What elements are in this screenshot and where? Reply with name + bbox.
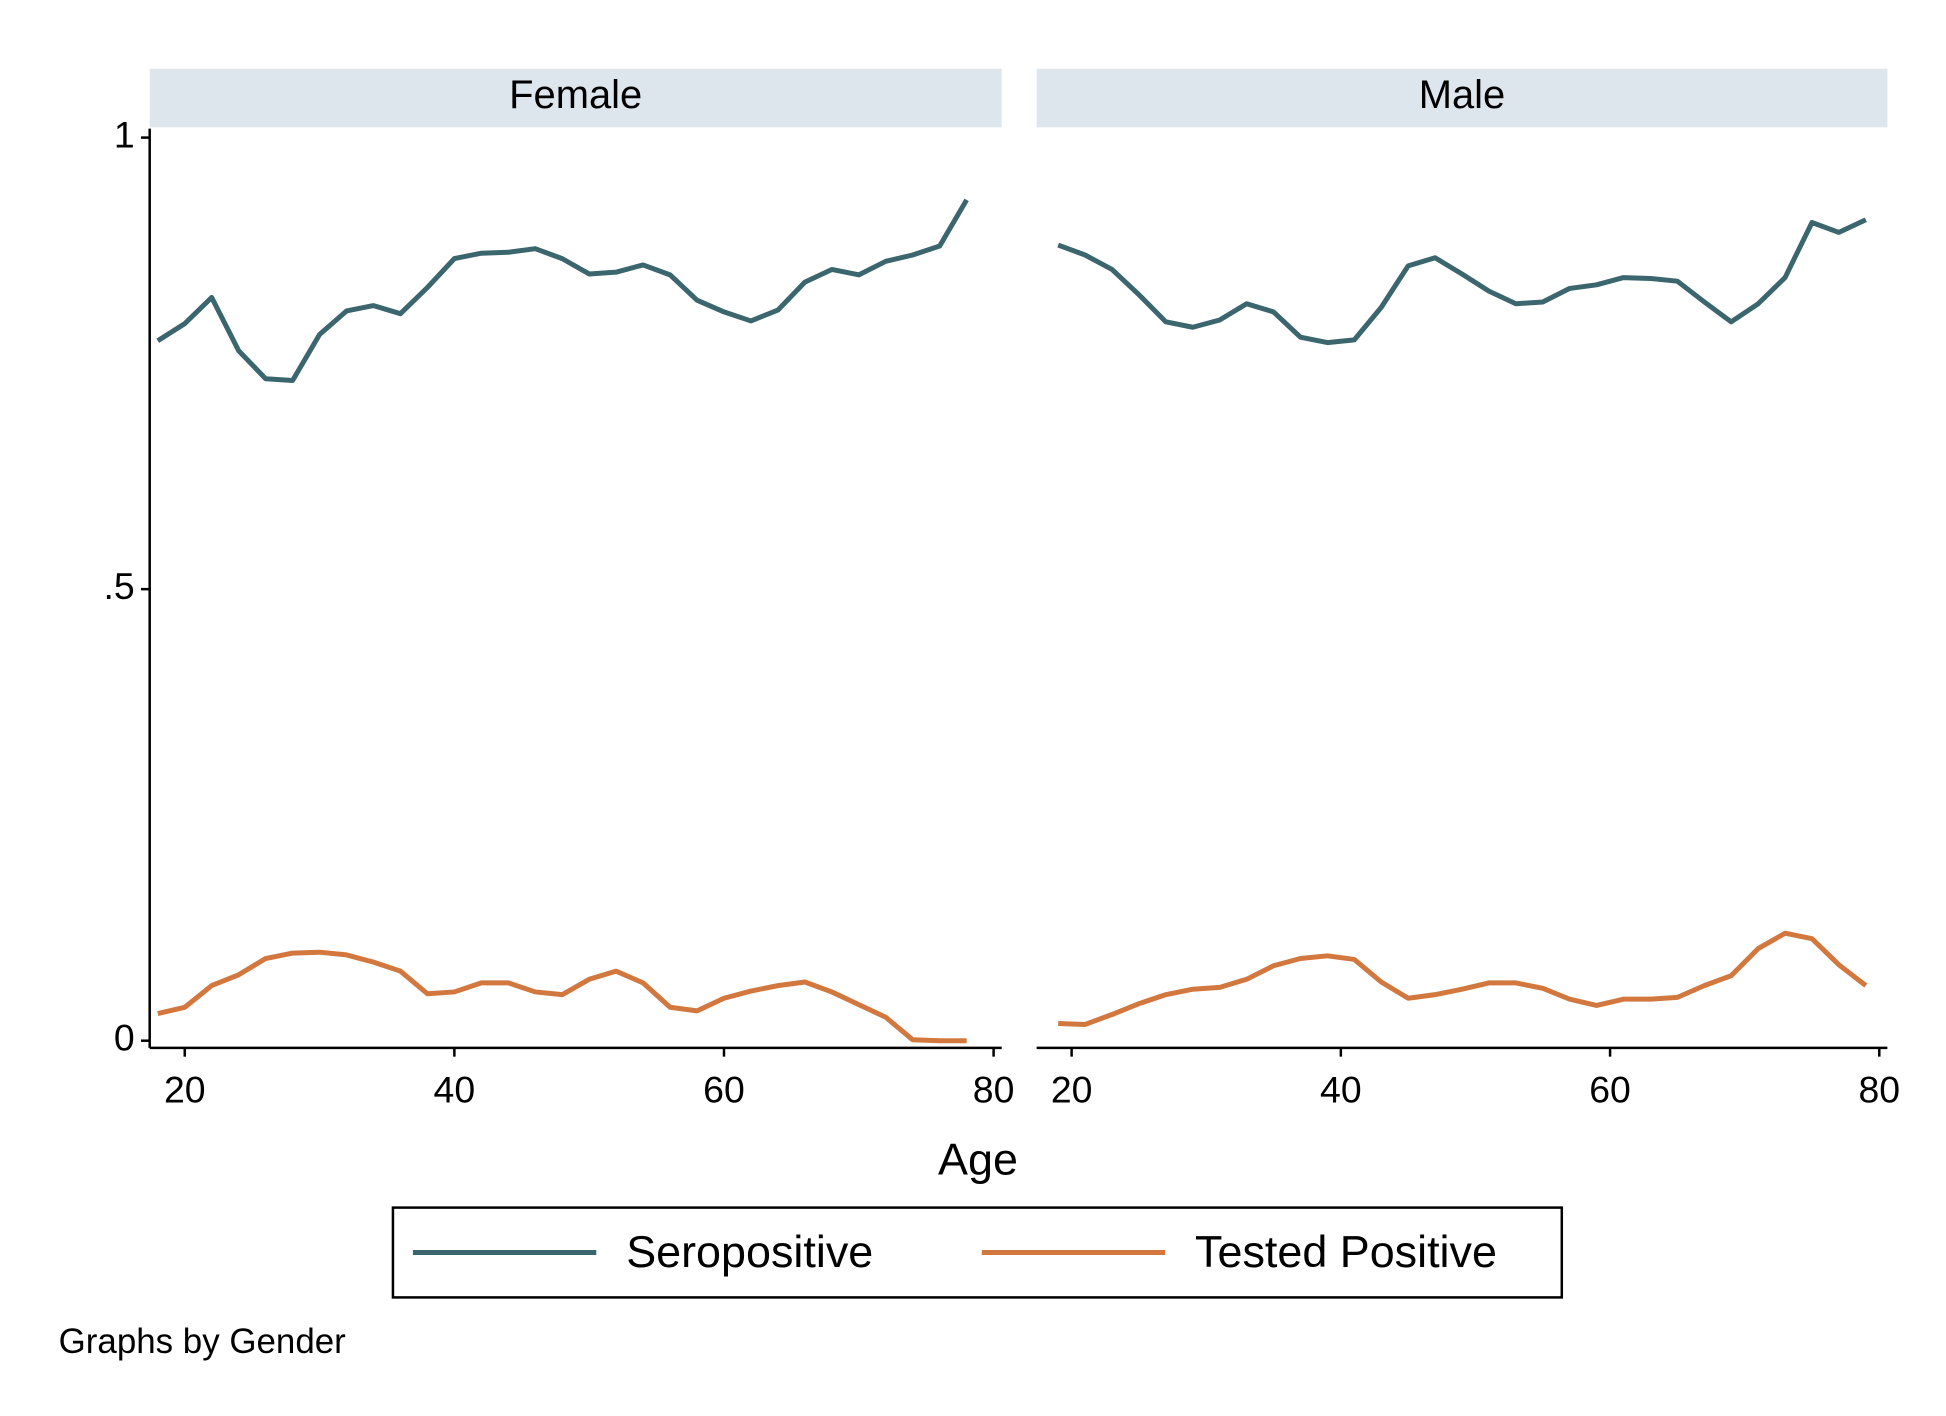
y-tick-label: 1 — [114, 113, 135, 155]
x-tick-label: 20 — [1051, 1069, 1093, 1111]
y-tick-label: 0 — [114, 1017, 135, 1059]
data-line — [1058, 930, 1868, 1027]
y-tick-label: .5 — [104, 565, 135, 607]
x-tick-label: 80 — [1858, 1069, 1900, 1111]
x-axis-title: Age — [938, 1134, 1018, 1185]
panel-header — [1036, 68, 1888, 128]
note: Graphs by Gender — [59, 1322, 347, 1361]
legend-label: Seropositive — [626, 1226, 873, 1277]
panel-title: Male — [1419, 73, 1506, 117]
x-tick-label: 40 — [1320, 1069, 1362, 1111]
data-line — [1057, 217, 1867, 346]
x-tick-label: 20 — [164, 1069, 206, 1111]
legend-label: Tested Positive — [1195, 1226, 1497, 1277]
x-tick-label: 40 — [434, 1069, 476, 1111]
data-line — [157, 949, 967, 1044]
x-tick-label: 60 — [1589, 1069, 1631, 1111]
panel-title: Female — [509, 73, 642, 117]
x-tick-label: 80 — [973, 1069, 1015, 1111]
x-tick-label: 60 — [703, 1069, 745, 1111]
panel-header — [149, 68, 1002, 128]
data-line — [156, 198, 969, 384]
